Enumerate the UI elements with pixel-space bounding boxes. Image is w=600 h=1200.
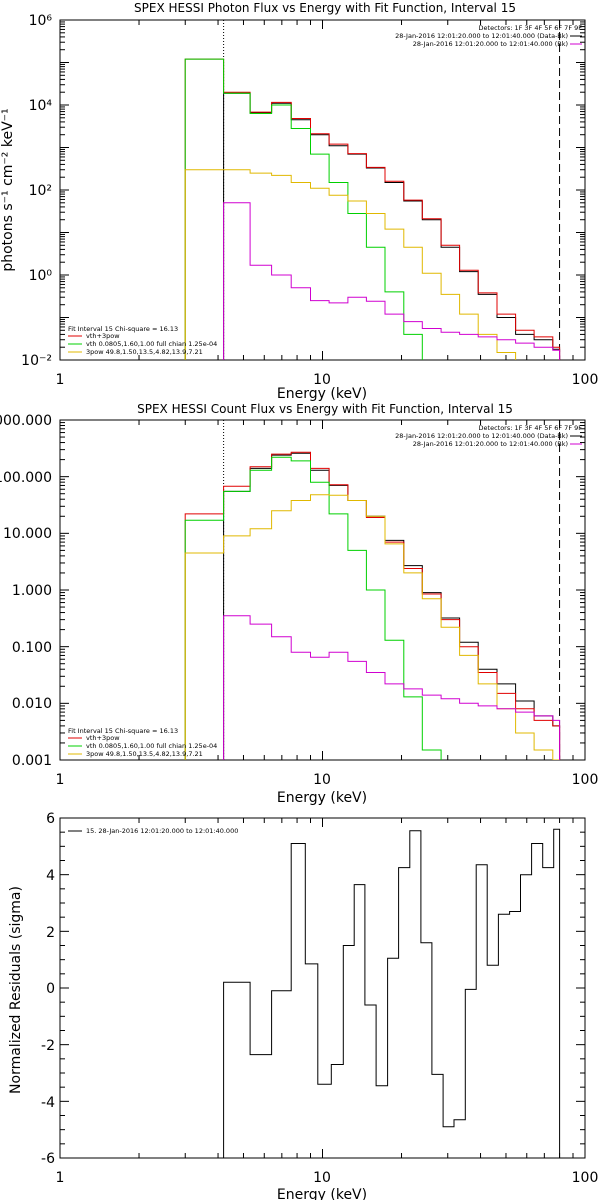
residuals-panel: 1 10 100 -6 -4 -2 0 2 4 6 Energy (keV) N… — [8, 811, 598, 1200]
photon-flux-frame — [59, 19, 586, 361]
photon-x-tick-100: 100 — [572, 372, 599, 388]
count-x-tick-100: 100 — [572, 772, 599, 788]
count-legend-vth-3pow: vth+3pow — [86, 734, 120, 742]
residuals-legend-label: 15. 28-Jan-2016 12:01:20.000 to 12:01:40… — [86, 827, 238, 835]
count-legend-bk: 28-Jan-2016 12:01:20.000 to 12:01:40.000… — [413, 440, 568, 448]
residuals-x-tick-1: 1 — [56, 1170, 65, 1186]
count-flux-panel: SPEX HESSI Count Flux vs Energy with Fit… — [0, 402, 598, 806]
photon-legend-fit-interval: Fit Interval 15 Chi-square = 16.13 — [68, 325, 178, 333]
count-legend-data-bk: 28-Jan-2016 12:01:20.000 to 12:01:40.000… — [395, 432, 568, 440]
residuals-x-tick-10: 10 — [313, 1170, 331, 1186]
count-y-tick-0.001: 0.001 — [12, 753, 52, 769]
series-vth-3pow — [184, 451, 561, 760]
count-y-tick-0.100: 0.100 — [12, 640, 52, 656]
photon-legend-data-bk: 28-Jan-2016 12:01:20.000 to 12:01:40.000… — [395, 32, 568, 40]
count-legend-fit-interval: Fit Interval 15 Chi-square = 16.13 — [68, 727, 178, 735]
photon-legend-vth: vth 0.0805,1.60,1.00 full chian 1.25e-04 — [86, 340, 217, 348]
count-legend-vth: vth 0.0805,1.60,1.00 full chian 1.25e-04 — [86, 742, 217, 750]
photon-y-tick-1e2: 10² — [29, 183, 52, 199]
count-y-tick-0.010: 0.010 — [12, 696, 52, 712]
residuals-y-tick-neg4: -4 — [41, 1095, 55, 1111]
count-x-axis-label: Energy (keV) — [277, 790, 367, 806]
series-bk — [223, 202, 561, 360]
count-legend-3pow: 3pow 49.8,1.50,13.5,4.82,13.9,7.21 — [86, 750, 203, 758]
residuals-y-tick-4: 4 — [46, 868, 55, 884]
photon-y-tick-1e4: 10⁴ — [29, 98, 53, 114]
photon-flux-ticks — [59, 20, 585, 361]
series-bk — [223, 615, 561, 760]
photon-y-tick-1e6: 10⁶ — [29, 13, 53, 29]
count-top-legend: Detectors: 1F 3F 4F 5F 6F 7F 9F 28-Jan-2… — [395, 424, 582, 448]
photon-x-tick-1: 1 — [56, 372, 65, 388]
count-flux-plot — [184, 420, 561, 760]
residuals-x-axis-label: Energy (keV) — [277, 1187, 367, 1200]
photon-legend-bk: 28-Jan-2016 12:01:20.000 to 12:01:40.000… — [413, 40, 568, 48]
series-3pow — [184, 494, 561, 760]
residuals-plot — [223, 828, 561, 1158]
residuals-y-tick-2: 2 — [46, 925, 55, 941]
count-y-tick-1.000: 1.000 — [12, 583, 52, 599]
residuals-y-tick-neg6: -6 — [41, 1151, 55, 1167]
photon-y-tick-1e0: 10⁰ — [29, 268, 53, 284]
residuals-y-axis-label: Normalized Residuals (sigma) — [8, 886, 24, 1094]
count-legend-detectors: Detectors: 1F 3F 4F 5F 6F 7F 9F — [479, 424, 583, 432]
photon-bottom-legend: Fit Interval 15 Chi-square = 16.13 vth+3… — [68, 325, 217, 356]
residuals-y-tick-6: 6 — [46, 811, 55, 827]
photon-y-axis-label: photons s⁻¹ cm⁻² keV⁻¹ — [0, 108, 16, 271]
count-flux-title: SPEX HESSI Count Flux vs Energy with Fit… — [137, 402, 513, 416]
photon-flux-plot — [184, 20, 561, 360]
photon-flux-title: SPEX HESSI Photon Flux vs Energy with Fi… — [134, 1, 516, 15]
series-vth — [184, 58, 423, 360]
photon-legend-detectors: Detectors: 1F 3F 4F 5F 6F 7F 9F — [479, 24, 583, 32]
residuals-frame — [59, 817, 586, 1159]
residuals-y-tick-0: 0 — [46, 981, 55, 997]
photon-x-tick-10: 10 — [313, 372, 331, 388]
series-data-bk — [223, 452, 561, 760]
photon-top-legend: Detectors: 1F 3F 4F 5F 6F 7F 9F 28-Jan-2… — [395, 24, 582, 48]
residuals-y-tick-neg2: -2 — [41, 1038, 55, 1054]
count-x-tick-10: 10 — [313, 772, 331, 788]
residuals-x-tick-100: 100 — [572, 1170, 599, 1186]
count-y-tick-100.000: 100.000 — [0, 470, 52, 486]
photon-legend-3pow: 3pow 49.8,1.50,13.5,4.82,13.9,7.21 — [86, 348, 203, 356]
photon-x-axis-label: Energy (keV) — [277, 386, 367, 402]
residuals-ticks — [59, 817, 585, 1159]
series-vth-3pow — [184, 58, 561, 360]
photon-legend-vth-3pow: vth+3pow — [86, 332, 120, 340]
count-x-tick-1: 1 — [56, 772, 65, 788]
count-bottom-legend: Fit Interval 15 Chi-square = 16.13 vth+3… — [68, 727, 217, 758]
series-3pow — [184, 169, 517, 360]
series-residuals — [223, 828, 561, 1158]
photon-y-tick-1e-2: 10⁻² — [21, 353, 52, 369]
count-y-tick-10.000: 10.000 — [3, 526, 52, 542]
photon-flux-panel: SPEX HESSI Photon Flux vs Energy with Fi… — [0, 1, 598, 402]
